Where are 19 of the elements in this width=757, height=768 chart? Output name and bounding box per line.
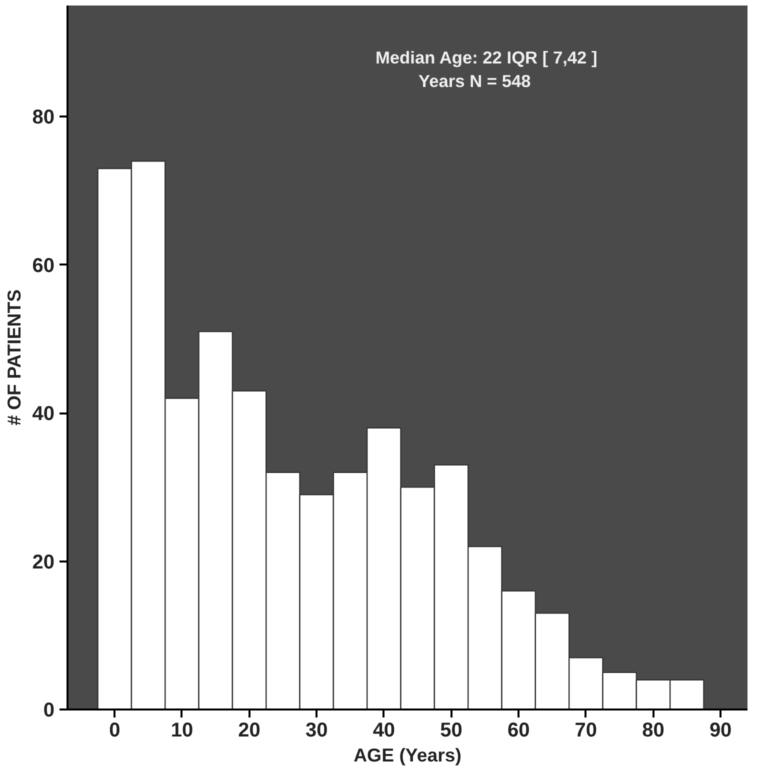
x-tick-label: 20 [238,720,260,742]
y-tick-label: 20 [32,551,55,574]
x-tick-label: 70 [574,720,598,742]
annotation: Median Age: 22 IQR [ 7,42 ] [375,47,598,68]
x-tick-label: 0 [109,720,120,742]
y-tick-label: 80 [32,106,55,129]
x-tick-label: 60 [507,720,530,742]
y-tick-label: 0 [43,700,54,722]
x-tick-label: 30 [305,720,328,742]
y-tick-label: 40 [32,403,55,426]
y-axis-title: # OF PATIENTS [3,289,24,426]
x-axis-title: AGE (Years) [354,744,462,766]
y-tick-label: 60 [32,254,55,277]
x-tick-label: 10 [170,720,194,742]
annotation: Years N = 548 [418,71,532,92]
x-tick-label: 90 [709,720,732,742]
x-tick-label: 80 [642,720,664,742]
x-tick-label: 50 [440,720,462,742]
x-tick-label: 40 [372,720,396,742]
